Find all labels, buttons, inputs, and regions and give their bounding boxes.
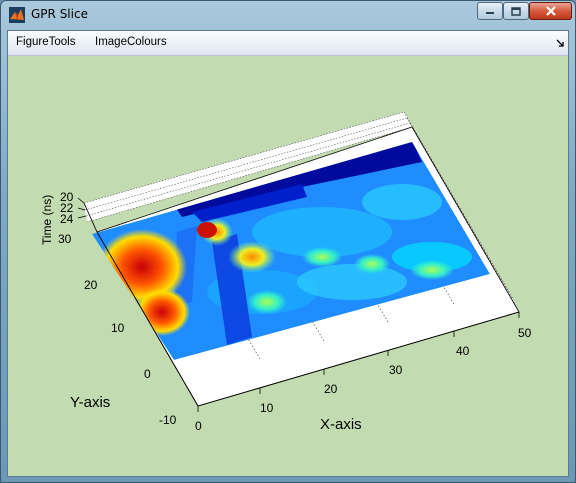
y-tick-30: 30: [58, 232, 72, 246]
menu-imagecolours[interactable]: ImageColours: [95, 36, 167, 48]
menu-figuretools[interactable]: FigureTools: [16, 36, 76, 48]
close-icon: [545, 6, 556, 16]
x-tick-10: 10: [260, 401, 274, 415]
z-axis-label: Time (ns): [40, 195, 54, 245]
x-tick-30: 30: [389, 363, 403, 377]
y-tick-0: 0: [144, 367, 151, 381]
y-axis-label: Y-axis: [70, 394, 110, 411]
menu-bar: FigureTools ImageColours: [8, 31, 568, 56]
back-wall-top: [84, 112, 412, 222]
x-tick-50: 50: [518, 326, 532, 340]
axis-lines: [83, 202, 520, 407]
dock-arrow-icon[interactable]: [555, 38, 565, 48]
x-tick-0: 0: [195, 419, 202, 433]
title-bar[interactable]: GPR Slice: [1, 1, 575, 29]
x-axis-ticks: [197, 312, 520, 412]
minimize-button[interactable]: [477, 2, 503, 20]
z-tick-22: 22: [60, 201, 74, 215]
figure-client-area: FigureTools ImageColours: [7, 30, 569, 477]
maximize-icon: [511, 6, 521, 16]
matlab-icon: [9, 7, 25, 23]
gpr-heatmap: [92, 142, 490, 360]
y-tick-10: 10: [111, 321, 125, 335]
window-title: GPR Slice: [31, 7, 88, 21]
z-axis-ticks: [77, 197, 87, 219]
minimize-icon: [486, 12, 494, 14]
maximize-button[interactable]: [503, 2, 529, 20]
x-tick-40: 40: [456, 344, 470, 358]
y-tick-neg10: -10: [159, 413, 177, 427]
z-tick-24: 24: [60, 212, 74, 226]
x-axis-label: X-axis: [320, 416, 362, 433]
gpr-slice-plot[interactable]: 0 10 20 30 40 50 -10 0 10 20 30 20 22 24: [8, 56, 568, 476]
close-button[interactable]: [529, 2, 572, 20]
y-tick-20: 20: [84, 278, 98, 292]
z-tick-20: 20: [60, 190, 74, 204]
x-tick-20: 20: [324, 382, 338, 396]
